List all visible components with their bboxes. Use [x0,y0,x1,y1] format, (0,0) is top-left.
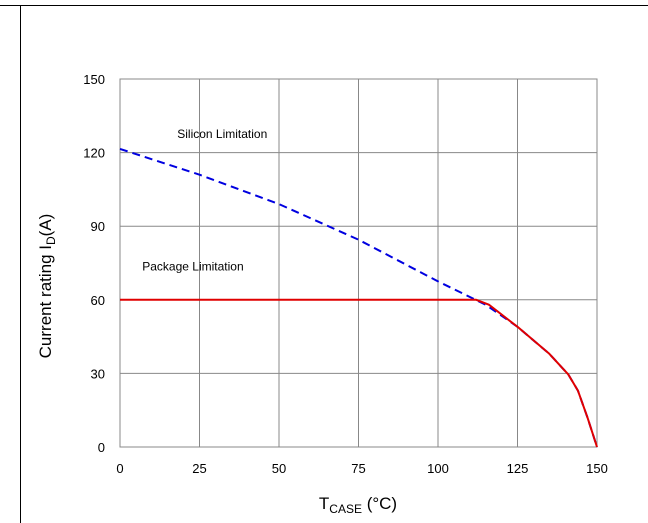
annotations: Silicon Limitation Package Limitation [142,127,267,273]
x-axis-title: TCASE (°C) [319,494,397,516]
annotation-0: Silicon Limitation [177,127,267,141]
x-tick-label-5: 125 [507,461,529,476]
x-tick-label-1: 25 [192,461,206,476]
y-axis-title: Current rating ID(A) [36,214,58,359]
y-tick-label-1: 30 [91,366,105,381]
y-tick-label-0: 0 [98,440,105,455]
annotation-1: Package Limitation [142,259,243,273]
x-tick-labels: 0 25 50 75 100 125 150 [116,461,607,476]
y-tick-labels: 0 30 60 90 120 150 [83,72,105,455]
series-layer [119,147,598,448]
y-tick-label-3: 90 [91,219,105,234]
plot-area [119,78,598,448]
series-line-1 [120,298,598,448]
x-tick-label-2: 50 [272,461,286,476]
x-tick-label-0: 0 [116,461,123,476]
y-tick-label-4: 120 [83,146,105,161]
x-tick-label-3: 75 [351,461,365,476]
y-tick-label-5: 150 [83,72,105,87]
x-tick-label-4: 100 [427,461,449,476]
y-tick-label-2: 60 [91,293,105,308]
x-tick-label-6: 150 [586,461,608,476]
